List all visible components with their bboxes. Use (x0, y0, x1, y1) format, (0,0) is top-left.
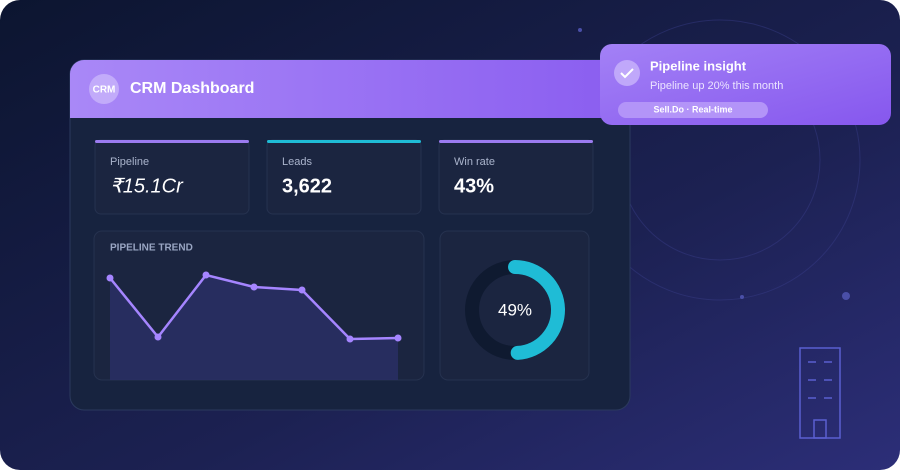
kpi-value: ₹15.1Cr (110, 175, 184, 197)
trend-chart (106, 271, 402, 380)
kpi-label: Win rate (454, 156, 495, 168)
kpi-label: Pipeline (110, 156, 149, 168)
trend-point (154, 333, 162, 341)
check-circle (614, 60, 640, 86)
notification: Pipeline insight Pipeline up 20% this mo… (600, 44, 891, 125)
decor-dot (842, 292, 850, 300)
logo-circle (89, 74, 119, 104)
logo-text: CRM (93, 85, 116, 96)
notification-title: Pipeline insight (650, 58, 747, 73)
notification-message: Pipeline up 20% this month (650, 80, 783, 92)
trend-point (298, 286, 306, 294)
kpi-value: 3,622 (282, 175, 332, 197)
decor-dot (740, 295, 744, 299)
trend-title: PIPELINE TREND (110, 243, 193, 254)
donut-chart: 49% (465, 260, 565, 360)
donut-label: 49% (498, 300, 532, 319)
decor-dot (578, 28, 582, 32)
trend-area (110, 275, 398, 380)
card-header (70, 60, 630, 118)
kpi-accent (95, 140, 249, 143)
kpi-accent (267, 140, 421, 143)
kpi-value: 43% (454, 175, 494, 197)
kpi-row: Pipeline ₹15.1Cr Leads 3,622 Win rate 43% (94, 139, 594, 215)
trend-point (202, 271, 210, 279)
trend-point (346, 335, 354, 343)
dashboard-title: CRM Dashboard (130, 80, 254, 97)
donut-arc (508, 260, 565, 360)
kpi-accent (439, 140, 593, 143)
check-icon (620, 68, 634, 79)
trend-point (106, 274, 114, 282)
trend-point (394, 334, 402, 342)
dashboard-card: CRM CRM Dashboard Pipeline ₹15.1Cr Leads 3,… (69, 59, 631, 411)
trend-point (250, 283, 258, 291)
building-icon (799, 347, 841, 439)
tag-pill (618, 102, 768, 118)
kpi-label: Leads (282, 156, 312, 168)
notification-tag: Sell.Do · Real-time (653, 104, 732, 114)
